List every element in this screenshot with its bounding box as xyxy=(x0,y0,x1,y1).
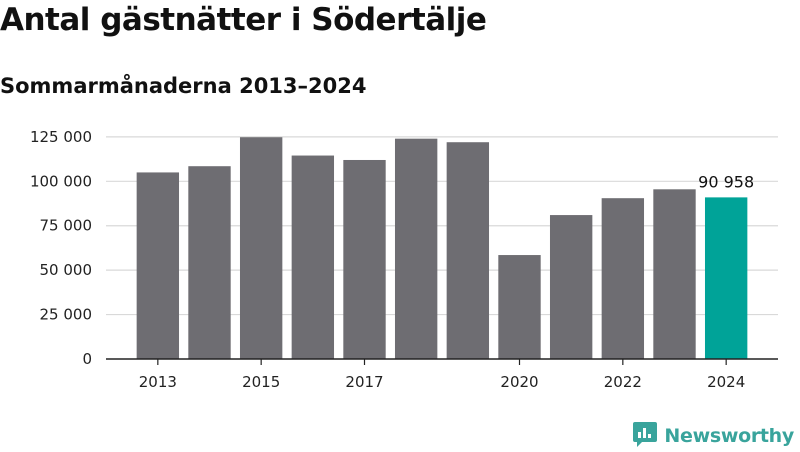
labels: 0 25 000 50 000 75 000 100 000 125 000 2013 201… xyxy=(30,128,754,391)
newsworthy-chart-bubble-icon xyxy=(632,420,658,452)
y-tick-label: 0 xyxy=(82,350,92,368)
bar-2018 xyxy=(394,138,438,359)
bar-2022 xyxy=(601,198,645,359)
bar-2023 xyxy=(653,189,696,359)
bar-2020 xyxy=(498,255,541,359)
brand-name: Newsworthy xyxy=(664,425,794,447)
bar-2019 xyxy=(446,142,490,359)
chart-title: Antal gästnätter i Södertälje xyxy=(0,2,487,38)
bar-2017 xyxy=(343,159,386,359)
newsworthy-logo: Newsworthy xyxy=(632,420,794,452)
y-tick-label: 100 000 xyxy=(30,172,92,190)
axes xyxy=(106,358,778,365)
bar-2016 xyxy=(291,155,335,359)
x-tick-label: 2022 xyxy=(604,373,642,391)
bar-2015 xyxy=(239,137,283,359)
y-tick-label: 50 000 xyxy=(40,261,93,279)
y-tick-label: 25 000 xyxy=(40,306,93,324)
x-tick-label: 2013 xyxy=(139,373,177,391)
x-tick-label: 2015 xyxy=(242,373,280,391)
y-tick-label: 75 000 xyxy=(40,217,93,235)
bar-2013 xyxy=(136,172,180,359)
x-tick-label: 2017 xyxy=(345,373,383,391)
bar-2021 xyxy=(549,215,593,359)
y-tick-label: 125 000 xyxy=(30,128,92,146)
x-tick-label: 2020 xyxy=(500,373,538,391)
bar-2014 xyxy=(188,166,231,359)
data-label: 90 958 xyxy=(698,172,754,191)
bar-2024 xyxy=(704,197,748,359)
chart-subtitle: Sommarmånaderna 2013–2024 xyxy=(0,74,367,98)
bars xyxy=(136,137,748,359)
x-tick-label: 2024 xyxy=(707,373,745,391)
